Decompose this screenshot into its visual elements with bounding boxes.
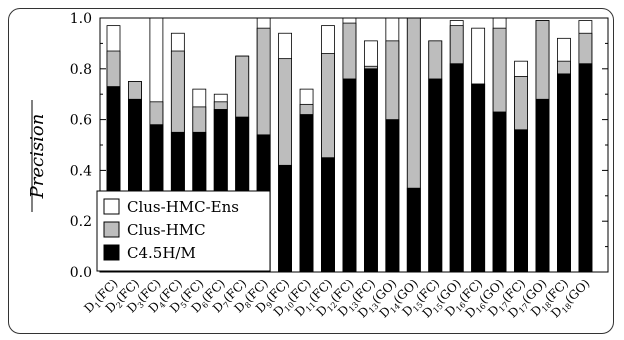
x-tick-label: D12(FC) xyxy=(314,276,358,320)
bar-c4-5h-m-18 xyxy=(471,83,486,273)
legend-label: C4.5H/M xyxy=(127,244,196,262)
y-tick-label: 0.4 xyxy=(70,163,92,179)
bar-c4-5h-m-23 xyxy=(578,63,593,273)
legend-label: Clus-HMC xyxy=(127,221,206,239)
legend-swatch xyxy=(103,244,120,261)
y-axis-label-group: Precision xyxy=(27,100,48,212)
bar-c4-5h-m-11 xyxy=(321,157,335,273)
bar-c4-5h-m-20 xyxy=(514,129,528,273)
y-tick-label: 1.0 xyxy=(70,11,92,27)
bar-c4-5h-m-22 xyxy=(557,73,571,273)
bar-c4-5h-m-19 xyxy=(492,111,507,273)
y-axis: 0.0 0.2 0.4 0.6 0.8 1.0 xyxy=(70,11,608,281)
figure-frame xyxy=(8,8,614,334)
legend-label: Clus-HMC-Ens xyxy=(127,198,239,216)
bar-c4-5h-m-14 xyxy=(385,119,400,273)
bar-c4-5h-m-13 xyxy=(363,68,378,273)
y-tick-label: 0.6 xyxy=(70,113,92,129)
y-tick-label: 0.8 xyxy=(70,62,92,78)
bar-c4-5h-m-12 xyxy=(342,78,357,273)
bar-c4-5h-m-15 xyxy=(406,187,421,273)
legend-box xyxy=(96,190,271,272)
bar-c4-5h-m-17 xyxy=(449,63,464,273)
y-tick-label: 0.0 xyxy=(70,265,92,281)
y-tick-label: 0.2 xyxy=(70,214,92,230)
legend-swatch xyxy=(103,198,120,215)
legend: Clus-HMC-Ens Clus-HMC C4.5H/M xyxy=(96,190,271,272)
bar-c4-5h-m-9 xyxy=(278,164,293,273)
legend-swatch xyxy=(103,221,120,238)
bar-c4-5h-m-10 xyxy=(299,114,314,273)
y-axis-label: Precision xyxy=(27,114,48,200)
x-axis: D1(FC)D2(FC)D3(FC)D4(FC)D5(FC)D6(FC)D7(F… xyxy=(81,268,593,320)
bar-c4-5h-m-16 xyxy=(428,78,443,273)
bar-c4-5h-m-21 xyxy=(535,98,550,273)
